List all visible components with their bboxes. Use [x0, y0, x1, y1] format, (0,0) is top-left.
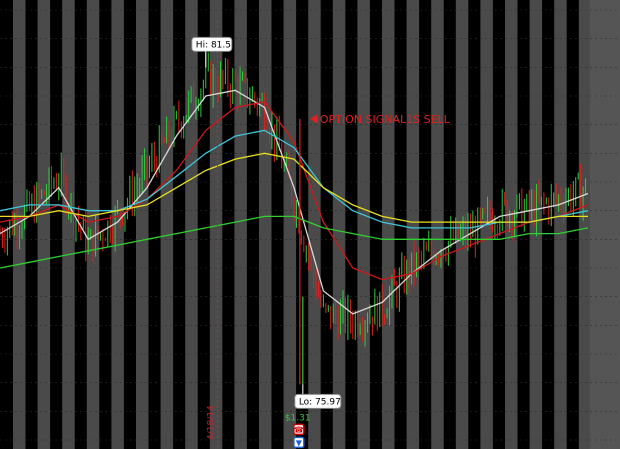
session-band	[37, 0, 51, 449]
price-candles	[0, 51, 587, 385]
session-band	[382, 0, 395, 449]
right-margin	[590, 0, 620, 449]
session-band	[62, 0, 75, 449]
session-band	[209, 0, 223, 449]
annotations: Hi: 81.5 OPTION SIGNAL1S SELL Lo: 75.97 …	[191, 20, 451, 449]
low-label-box	[294, 393, 342, 409]
session-band	[529, 0, 543, 449]
session-band	[357, 0, 370, 449]
indicator-line-4	[0, 215, 589, 269]
signal-arrow-icon	[309, 113, 318, 124]
high-marker: Hi: 81.5	[191, 36, 233, 68]
indicator-line-2	[0, 129, 589, 229]
high-label-box	[191, 36, 233, 52]
high-label: Hi: 81.5	[196, 40, 231, 50]
indicator-line-1	[0, 100, 589, 281]
moving-average-lines	[0, 89, 589, 315]
svg-text:☎: ☎	[294, 425, 304, 434]
session-band	[578, 0, 592, 449]
signal-marker: OPTION SIGNAL1S SELL	[309, 113, 451, 126]
low-marker: Lo: 75.97	[294, 384, 342, 409]
session-band	[259, 0, 272, 449]
session-band	[332, 0, 346, 449]
session-band	[86, 0, 100, 449]
session-band	[283, 0, 297, 449]
session-band	[234, 0, 247, 449]
session-band	[111, 0, 124, 449]
trade-info-icon[interactable]: ▼	[293, 436, 305, 449]
session-band	[160, 0, 174, 449]
date-label: 4/18/14	[207, 405, 217, 440]
signal-label: OPTION SIGNAL1S SELL	[320, 113, 451, 126]
session-band	[505, 0, 518, 449]
session-band	[455, 0, 469, 449]
svg-text:▼: ▼	[296, 438, 303, 447]
session-band	[431, 0, 444, 449]
indicator-line-3	[0, 152, 588, 223]
trade-icons: ☎ ▼	[293, 423, 305, 449]
session-band	[136, 0, 149, 449]
session-band	[554, 0, 567, 449]
session-band	[13, 0, 26, 449]
sell-order-icon[interactable]: ☎	[293, 423, 305, 436]
session-band	[406, 0, 420, 449]
profit-label: $1.31	[285, 413, 311, 423]
low-label: Lo: 75.97	[299, 397, 341, 407]
